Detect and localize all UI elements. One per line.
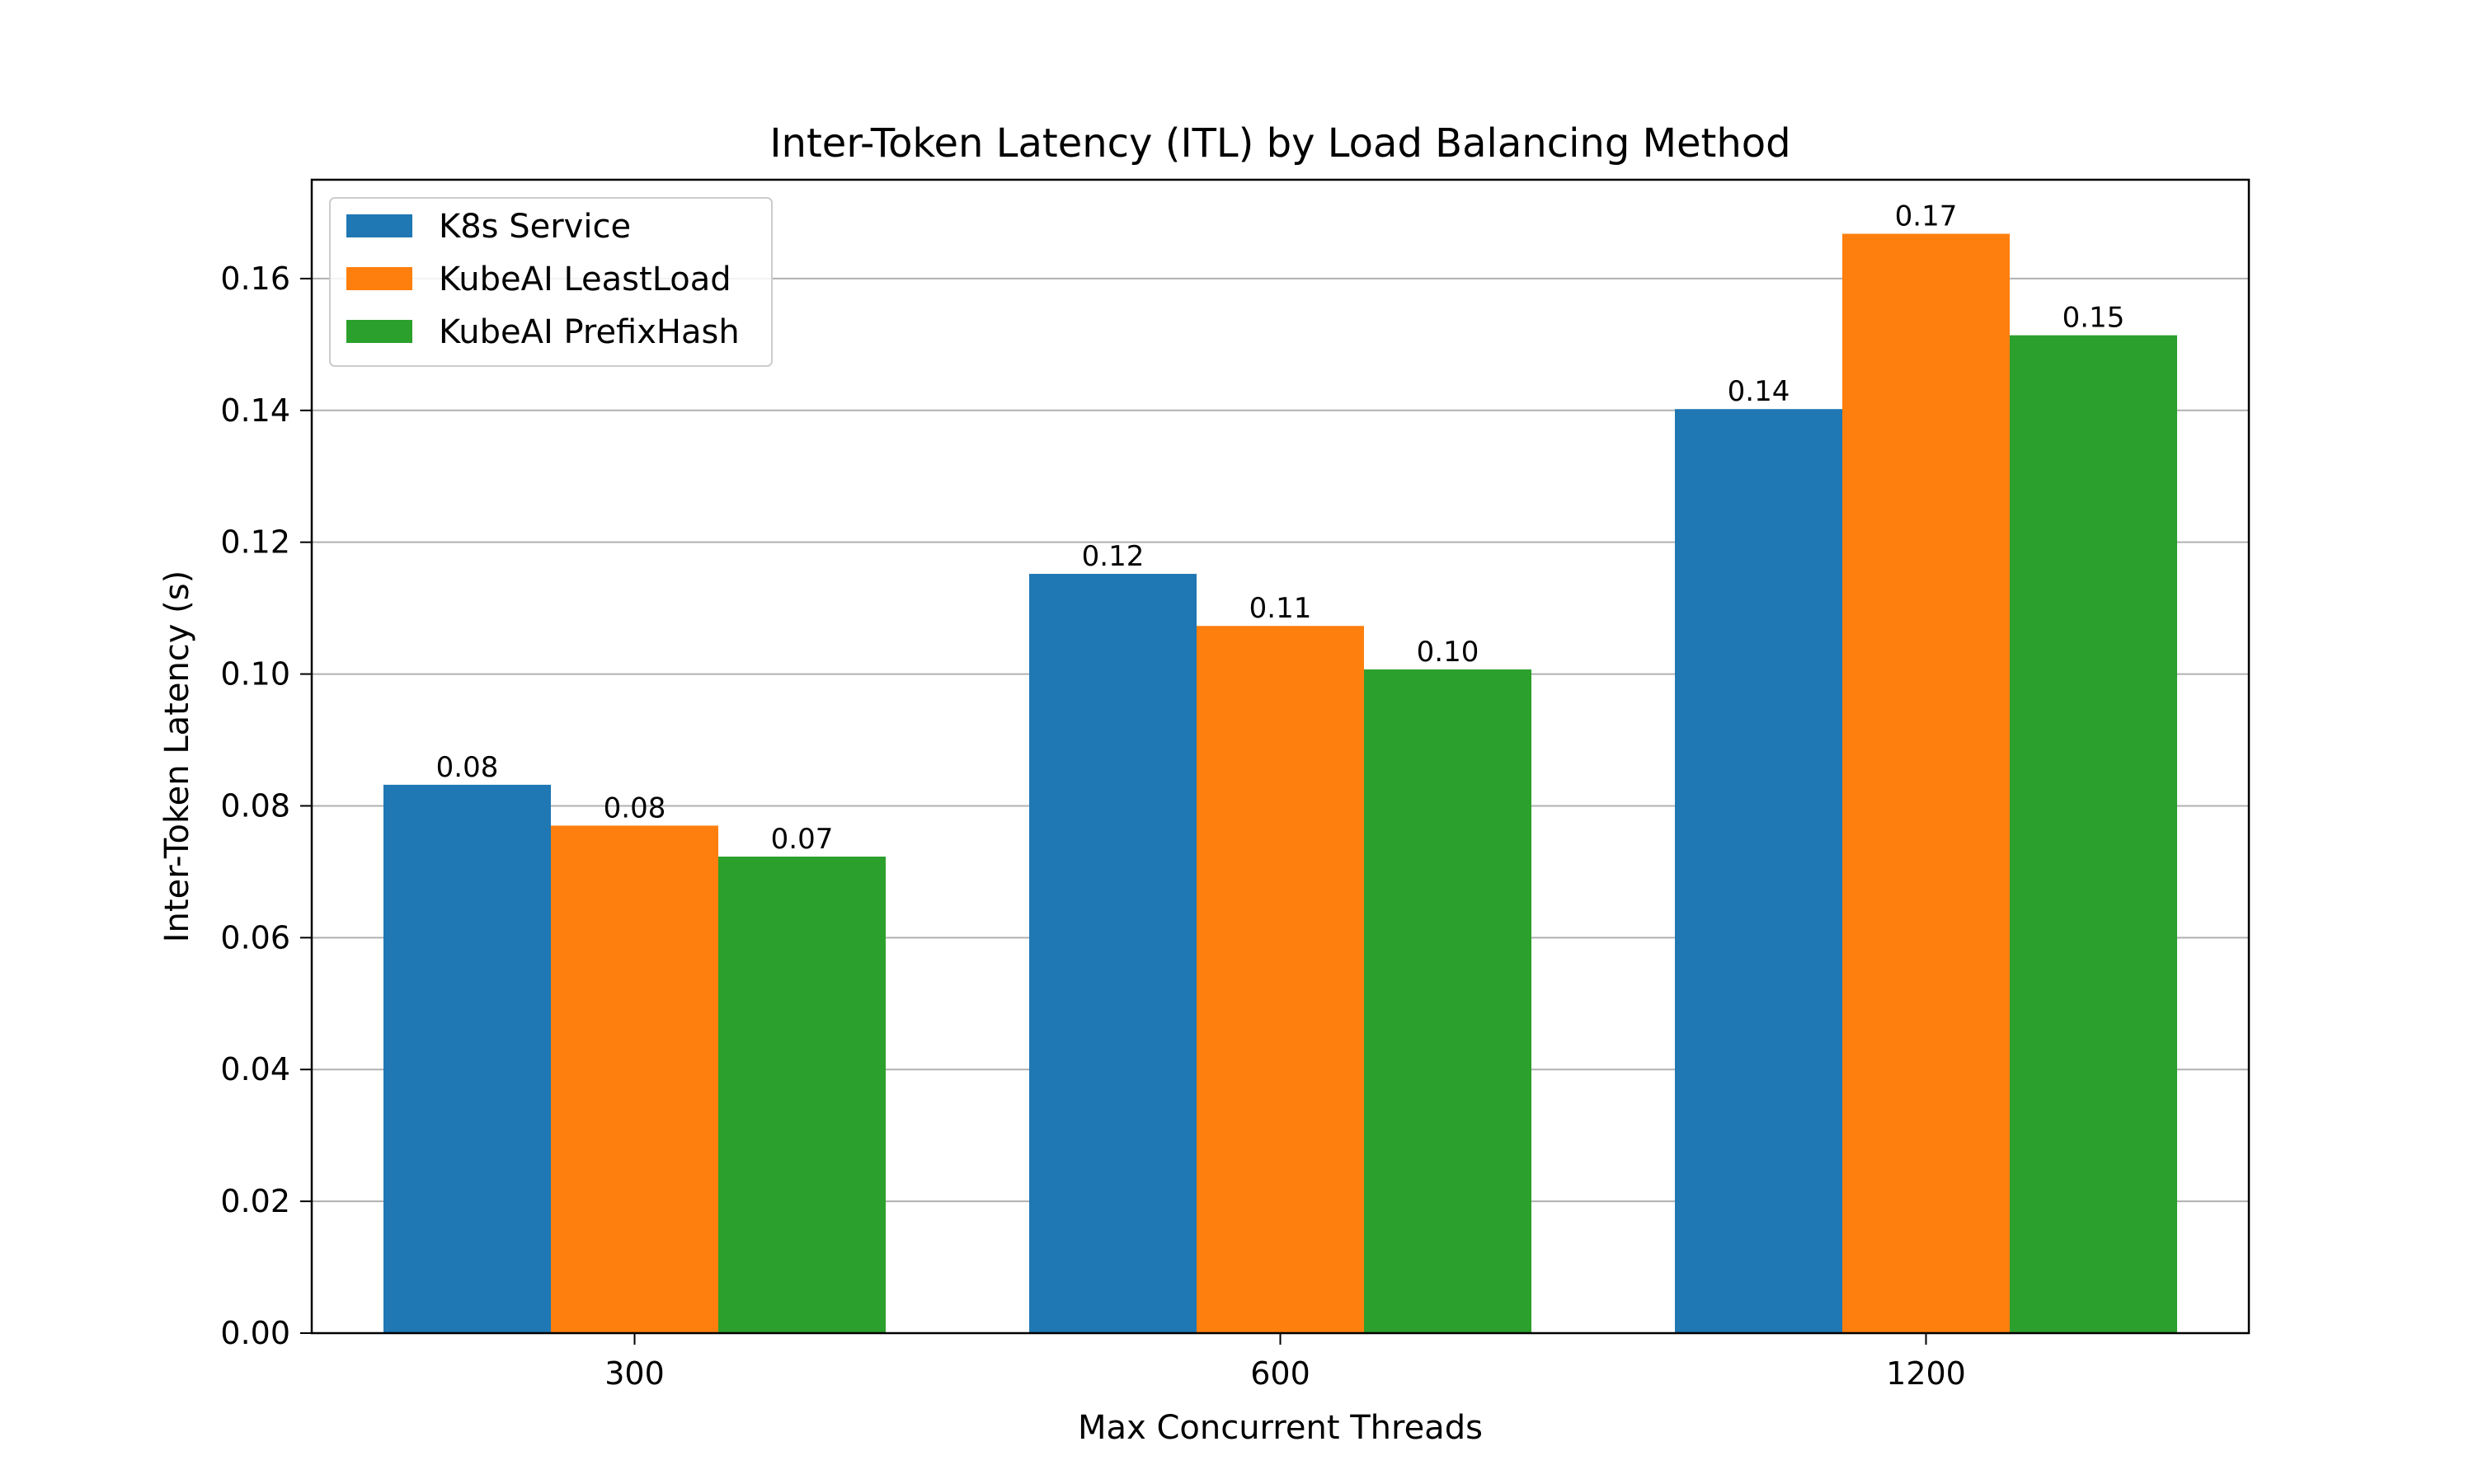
y-tick-label: 0.04 <box>220 1051 290 1087</box>
legend-box <box>329 197 773 367</box>
data-label: 0.10 <box>1417 636 1479 669</box>
bar <box>1364 669 1531 1333</box>
y-axis-label: Inter-Token Latency (s) <box>158 571 196 942</box>
y-tick-label: 0.06 <box>220 919 290 956</box>
chart-title: Inter-Token Latency (ITL) by Load Balanc… <box>769 120 1790 167</box>
bar <box>2010 335 2177 1333</box>
data-label: 0.12 <box>1082 540 1145 573</box>
y-tick-label: 0.14 <box>220 392 290 429</box>
y-tick-label: 0.12 <box>220 524 290 561</box>
data-label: 0.11 <box>1249 592 1312 625</box>
data-label: 0.14 <box>1728 375 1790 408</box>
data-labels: 0.08 0.08 0.07 0.12 0.11 0.10 0.14 0.17 0.15 <box>436 200 2125 856</box>
x-tick-label: 600 <box>1250 1355 1310 1392</box>
bar <box>1675 409 1842 1333</box>
x-tick-label: 300 <box>604 1355 665 1392</box>
data-label: 0.08 <box>604 791 666 824</box>
y-tick-label: 0.08 <box>220 787 290 824</box>
x-axis: 300 600 1200 <box>604 1333 1966 1392</box>
data-label: 0.17 <box>1895 200 1958 233</box>
bars <box>383 233 2177 1334</box>
data-label: 0.08 <box>436 751 499 784</box>
bar <box>1029 574 1197 1333</box>
legend-label: K8s Service <box>439 208 631 246</box>
y-tick-label: 0.16 <box>220 261 290 297</box>
x-axis-label: Max Concurrent Threads <box>1078 1409 1483 1447</box>
bar <box>1197 626 1364 1333</box>
bar <box>718 857 886 1333</box>
y-tick-label: 0.02 <box>220 1183 290 1219</box>
y-tick-label: 0.10 <box>220 656 290 693</box>
y-tick-label: 0.00 <box>220 1315 290 1351</box>
bar <box>1842 233 2010 1334</box>
legend-swatch <box>346 320 412 343</box>
bar <box>551 825 718 1333</box>
legend-swatch <box>346 214 412 237</box>
legend-swatch <box>346 267 412 290</box>
data-label: 0.07 <box>771 823 834 856</box>
legend-label: KubeAI PrefixHash <box>439 313 740 351</box>
x-tick-label: 1200 <box>1886 1355 1966 1392</box>
legend-label: KubeAI LeastLoad <box>439 261 731 298</box>
legend: K8s Service KubeAI LeastLoad KubeAI Prefix… <box>329 197 773 367</box>
y-axis: 0.00 0.02 0.04 0.06 0.08 0.10 0.12 0.14 0.16 <box>220 261 312 1351</box>
bar <box>383 784 551 1333</box>
data-label: 0.15 <box>2062 302 2125 335</box>
